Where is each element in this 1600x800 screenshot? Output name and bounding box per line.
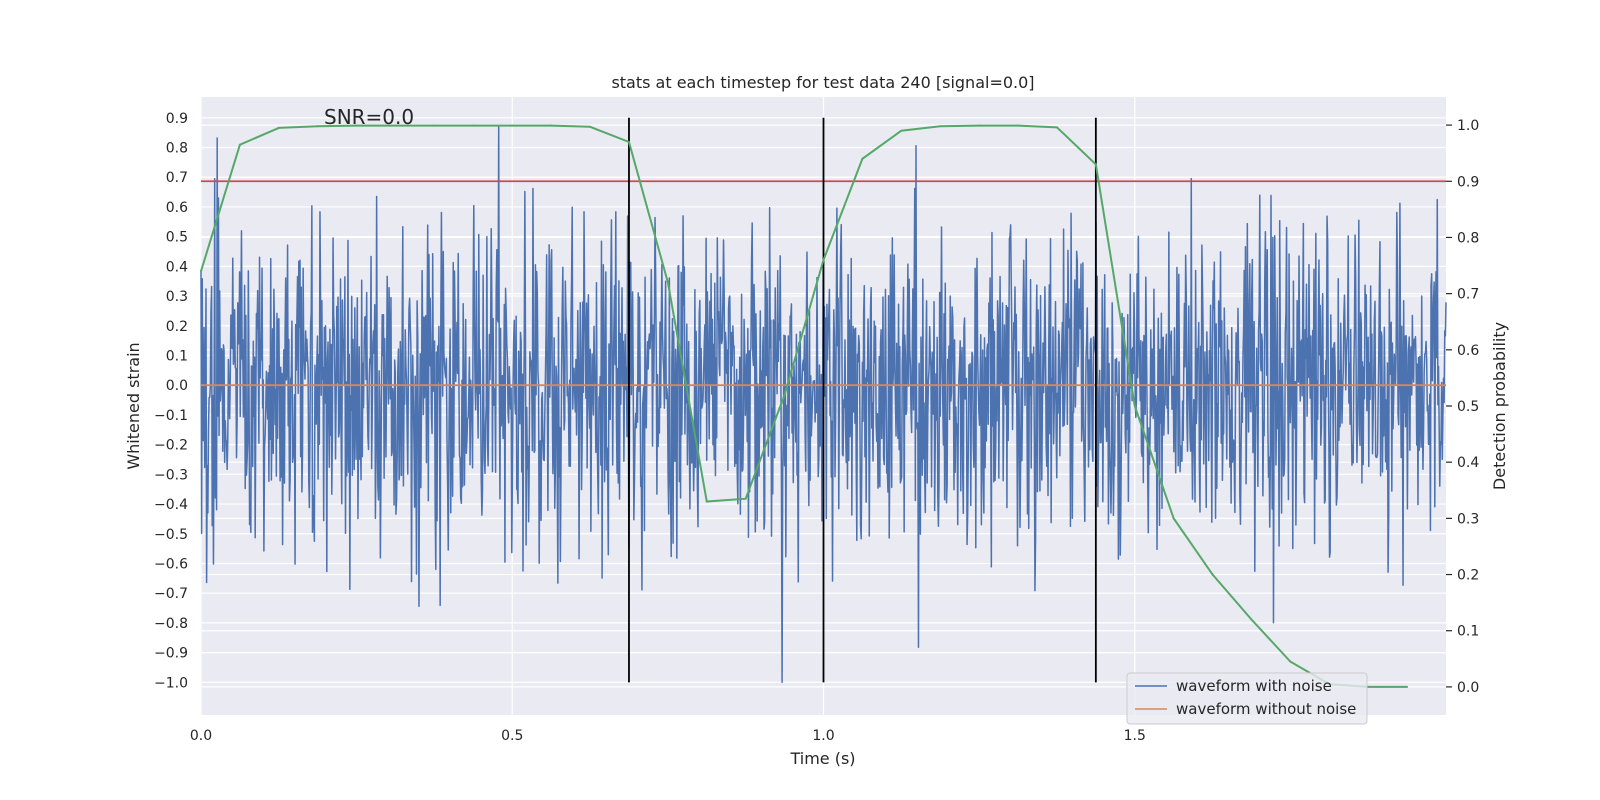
y-right-tick-label: 0.6 [1457,343,1479,359]
y-left-tick-label: −0.8 [154,616,188,632]
x-tick-label: 1.0 [812,728,834,744]
legend-label-without-noise: waveform without noise [1176,700,1356,718]
y-right-tick-label: 0.1 [1457,624,1479,640]
y-left-tick-label: −0.3 [154,467,188,483]
legend: waveform with noise waveform without noi… [1126,672,1368,725]
detection-probability-point [277,126,280,129]
series-line-detection-probability [200,124,1408,688]
y-axis-label-right: Detection probability [1490,322,1509,490]
detection-probability-point [316,125,319,128]
snr-annotation: SNR=0.0 [324,105,414,129]
x-tick-label: 0.0 [190,728,212,744]
detection-probability-point [861,157,864,160]
detection-probability-point [978,124,981,127]
detection-probability-point [1017,124,1020,127]
detection-probability-point [511,124,514,127]
y-left-tick-label: −0.5 [154,527,188,543]
y-left-tick-label: 0.0 [166,378,188,394]
legend-box [1126,672,1368,725]
detection-probability-point [744,497,747,500]
detection-probability-point [200,270,202,273]
detection-probability-point [627,140,630,143]
y-left-tick-label: −0.7 [154,586,188,602]
detection-probability-point [1211,573,1214,576]
y-right-tick-label: 0.7 [1457,287,1479,303]
y-left-tick-label: 0.9 [166,111,188,127]
y-left-tick-label: 0.6 [166,200,188,216]
detection-probability-point [1172,517,1175,520]
y-right-tick-label: 0.3 [1457,511,1479,527]
y-left-tick-label: −0.4 [154,497,188,513]
chart-title: stats at each timestep for test data 240… [611,73,1034,92]
y-axis-label-left: Whitened strain [124,342,143,469]
y-left-tick-label: −1.0 [154,675,188,691]
detection-probability-point [666,281,669,284]
detection-probability-point [900,129,903,132]
detection-probability-point [1367,685,1370,688]
detection-probability-point [1094,163,1097,166]
detection-probability-point [1055,126,1058,129]
y-right-tick-label: 1.0 [1457,118,1479,134]
detection-probability-point [589,125,592,128]
detection-probability-point [783,393,786,396]
y-left-tick-label: 0.3 [166,289,188,305]
y-left-tick-label: 0.5 [166,230,188,246]
axis-ticks: 0.0 0.5 1.0 1.5 0.9 0.8 0.7 0.6 0.5 0.4 0.3 0.2 0.1 0… [154,111,1479,744]
y-left-tick-label: 0.7 [166,170,188,186]
y-left-tick-label: 0.8 [166,141,188,157]
detection-probability-point [355,124,358,127]
detection-probability-point [472,124,475,127]
x-tick-label: 1.5 [1124,728,1146,744]
detection-probability-point [1406,685,1409,688]
y-left-tick-label: −0.6 [154,556,188,572]
detection-probability-point [705,500,708,503]
y-left-tick-label: −0.9 [154,646,188,662]
y-left-tick-label: 0.2 [166,319,188,335]
detection-probability-point [433,124,436,127]
y-left-tick-label: −0.2 [154,438,188,454]
y-left-tick-label: 0.1 [166,348,188,364]
y-right-tick-label: 0.9 [1457,174,1479,190]
y-left-tick-label: 0.4 [166,259,188,275]
detection-probability-point [1250,618,1253,621]
detection-probability-point [939,125,942,128]
y-right-tick-label: 0.4 [1457,455,1479,471]
y-right-tick-label: 0.8 [1457,230,1479,246]
x-axis-label: Time (s) [789,749,855,768]
detection-probability-point [822,258,825,261]
detection-probability-point [394,124,397,127]
y-right-tick-label: 0.2 [1457,568,1479,584]
x-tick-label: 0.5 [501,728,523,744]
detection-probability-point [1133,405,1136,407]
detection-probability-point [238,143,241,146]
y-left-tick-label: −0.1 [154,408,188,424]
y-right-tick-label: 0.5 [1457,399,1479,415]
legend-label-with-noise: waveform with noise [1176,677,1332,695]
overlay-series [200,117,1446,688]
detection-probability-point [550,124,553,127]
detection-probability-point [1289,660,1292,663]
y-right-tick-label: 0.0 [1457,680,1479,696]
